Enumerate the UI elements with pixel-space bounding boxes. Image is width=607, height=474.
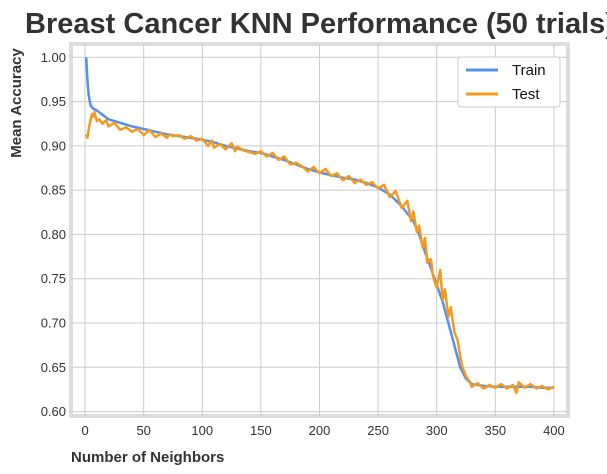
y-tick-label: 0.70 xyxy=(41,316,66,331)
legend-test-label: Test xyxy=(512,86,540,103)
x-tick-label: 150 xyxy=(250,423,272,438)
x-tick-label: 200 xyxy=(309,423,331,438)
y-tick-label: 0.95 xyxy=(41,94,66,109)
x-tick-labels: 0 50 100 150 200 250 300 350 400 xyxy=(81,423,564,438)
legend-train-label: Train xyxy=(512,62,546,79)
x-tick-label: 250 xyxy=(367,423,389,438)
y-tick-labels: 0.60 0.65 0.70 0.75 0.80 0.85 0.90 0.95 1.00 xyxy=(41,50,66,419)
y-tick-label: 0.65 xyxy=(41,360,66,375)
x-axis-title: Number of Neighbors xyxy=(71,449,224,466)
x-tick-label: 300 xyxy=(426,423,448,438)
x-tick-label: 400 xyxy=(543,423,565,438)
series-lines xyxy=(84,57,555,395)
series-line-train xyxy=(84,57,554,389)
legend: Train Test xyxy=(457,56,561,108)
y-tick-label: 1.00 xyxy=(41,50,66,65)
y-tick-label: 0.80 xyxy=(41,227,66,242)
y-tick-label: 0.85 xyxy=(41,183,66,198)
y-tick-label: 0.75 xyxy=(41,271,66,286)
x-tick-label: 50 xyxy=(136,423,150,438)
y-tick-label: 0.90 xyxy=(41,138,66,153)
x-tick-label: 350 xyxy=(484,423,506,438)
x-tick-label: 0 xyxy=(81,423,88,438)
y-axis-title: Mean Accuracy xyxy=(8,48,25,158)
x-tick-label: 100 xyxy=(191,423,213,438)
chart-title: Breast Cancer KNN Performance (50 trials… xyxy=(25,8,607,40)
series-line-test xyxy=(85,110,555,395)
y-tick-label: 0.60 xyxy=(41,404,66,419)
